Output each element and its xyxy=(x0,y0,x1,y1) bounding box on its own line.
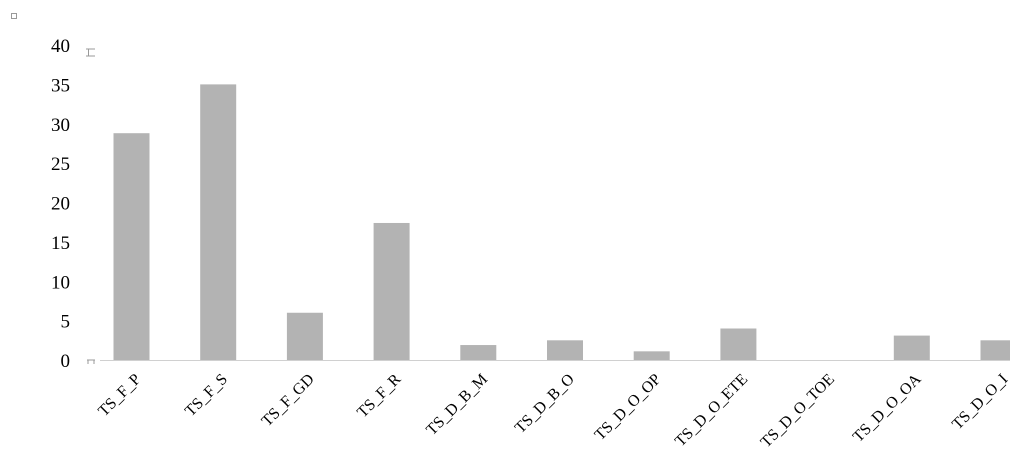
y-tick-label: 40 xyxy=(51,36,70,57)
x-tick-label: TS_F_GD xyxy=(259,371,318,430)
y-tick-label: 5 xyxy=(61,312,71,333)
y-tick-label: 10 xyxy=(51,272,70,293)
bar xyxy=(373,222,410,360)
x-tick-label: TS_D_B_O xyxy=(512,371,578,437)
y-axis-ticks: 0 5 10 15 20 25 30 35 40 xyxy=(51,36,70,372)
x-tick-label: TS_D_O_OP xyxy=(592,371,665,444)
x-tick-label: TS_F_P xyxy=(95,371,144,420)
x-tick-label: TS_D_O_ETE xyxy=(672,371,751,450)
y-tick-label: 20 xyxy=(51,194,70,215)
bar xyxy=(893,335,930,360)
x-tick-label: TS_D_O_TOE xyxy=(758,371,838,451)
bar xyxy=(633,351,670,360)
y-tick-label: 30 xyxy=(51,115,70,136)
x-tick-label: TS_D_O_I xyxy=(949,371,1010,433)
x-tick-label: TS_D_B_M xyxy=(423,371,491,439)
error-bar-marker-icon xyxy=(86,48,95,57)
bar xyxy=(200,84,237,360)
bar xyxy=(720,328,757,360)
y-tick-label: 25 xyxy=(51,154,70,175)
x-tick-label: TS_F_R xyxy=(354,371,405,422)
x-axis-labels: TS_F_P TS_F_S TS_F_GD TS_F_R TS_D_B_M TS_D_B_… xyxy=(95,370,1010,451)
bars xyxy=(113,84,1010,360)
bar xyxy=(980,340,1010,360)
baseline-marker-icon xyxy=(87,359,95,364)
top-left-marker-icon xyxy=(11,13,17,19)
bar xyxy=(113,133,150,360)
bar xyxy=(460,345,497,360)
bar xyxy=(286,312,323,360)
x-tick-label: TS_F_S xyxy=(182,371,231,420)
y-tick-label: 35 xyxy=(51,75,70,96)
y-tick-label: 15 xyxy=(51,233,70,254)
y-tick-label: 0 xyxy=(61,351,71,372)
x-tick-label: TS_D_O_OA xyxy=(850,370,925,445)
bar xyxy=(547,340,583,360)
